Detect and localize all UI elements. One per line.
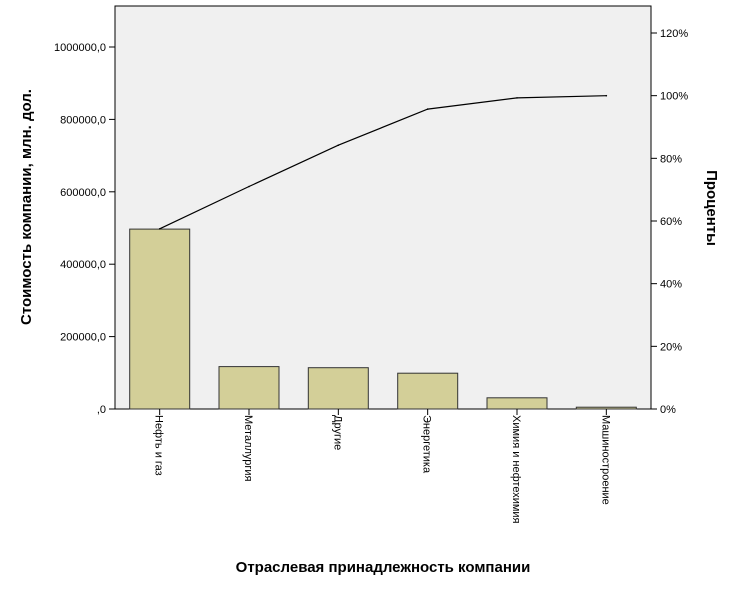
right-y-axis: 0% 20% 40% 60% 80% 100% 120%: [651, 28, 688, 416]
cumulative-point-0: [158, 228, 161, 230]
cumulative-point-4: [516, 97, 518, 99]
y-right-tick-label-5: 100%: [660, 91, 688, 103]
x-axis-title: Отраслевая принадлежность компании: [236, 559, 531, 576]
x-tick-label-2: Другие: [331, 415, 343, 450]
y-tick-label-2: 400000,0: [60, 259, 106, 271]
x-tick-label-5: Машиностроение: [599, 415, 611, 505]
x-axis: Нефть и газ Металлургия Другие Энергетика Хи…: [153, 409, 611, 524]
y-tick-label-1: 200000,0: [60, 332, 106, 344]
bar-1: [218, 366, 280, 410]
cumulative-line-group: [158, 94, 608, 230]
y-right-tick-label-0: 0%: [660, 404, 676, 416]
plot-area: [114, 5, 652, 410]
bar-4: [486, 397, 548, 410]
y-right-tick-label-6: 120%: [660, 28, 688, 40]
y-tick-label-5: 1000000,0: [54, 42, 106, 54]
cumulative-point-1: [248, 185, 250, 188]
left-y-axis: ,0 200000,0 400000,0 600000,0 800000,0 100000…: [54, 42, 115, 416]
y-tick-label-4: 800000,0: [60, 114, 106, 126]
y-tick-label-0: ,0: [97, 404, 106, 416]
bar-0: [129, 228, 191, 410]
cumulative-line: [159, 95, 607, 230]
y-axis-title: Стоимость компании, млн. дол.: [18, 89, 35, 325]
cumulative-point-5: [605, 94, 608, 97]
y-right-tick-label-3: 60%: [660, 216, 682, 228]
bar-3: [397, 372, 459, 410]
x-tick-label-3: Энергетика: [421, 415, 433, 474]
bar-2: [307, 367, 369, 410]
bar-5: [575, 406, 637, 410]
bars-group: [129, 228, 637, 410]
y-axis-right-title: Проценты: [703, 170, 720, 246]
y-right-tick-label-4: 80%: [660, 153, 682, 165]
y-right-tick-label-1: 20%: [660, 341, 682, 353]
y-tick-label-3: 600000,0: [60, 187, 106, 199]
cumulative-point-3: [426, 108, 429, 110]
cumulative-point-2: [337, 144, 340, 146]
x-tick-label-4: Химия и нефтехимия: [510, 415, 522, 524]
x-tick-label-0: Нефть и газ: [153, 415, 165, 476]
x-tick-label-1: Металлургия: [242, 415, 254, 482]
y-right-tick-label-2: 40%: [660, 279, 682, 291]
